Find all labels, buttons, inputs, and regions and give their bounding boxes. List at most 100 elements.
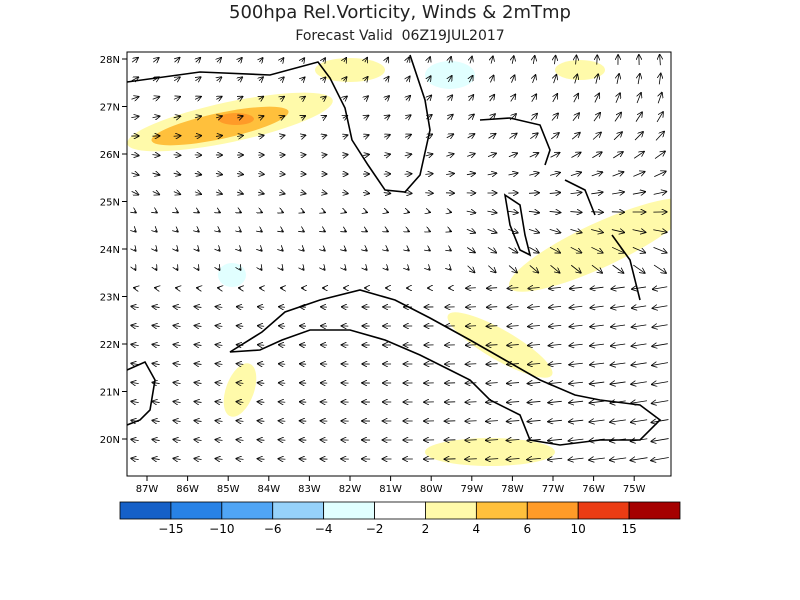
wind-arrow [610,382,626,384]
wind-arrow [259,58,262,62]
wind-arrow [131,344,139,345]
wind-arrow [508,247,518,252]
wind-arrow [575,75,578,84]
wind-arrow [507,383,520,384]
wind-arrow [195,77,200,81]
wind-arrow [572,113,579,122]
wind-arrow [195,326,202,327]
wind-arrow [302,212,304,213]
wind-arrow [365,249,367,250]
wind-arrow [365,268,366,270]
wind-arrow [173,344,181,345]
wind-arrow [323,249,324,250]
wind-arrow [216,116,222,118]
wind-arrow [279,440,286,441]
wind-arrow [528,401,541,402]
wind-arrow [131,154,138,155]
wind-arrow [638,74,640,85]
positive-area [315,58,385,82]
wind-arrow [446,115,453,120]
wind-arrow [528,382,541,383]
wind-arrow [591,192,602,194]
wind-arrow [532,94,537,102]
wind-arrow [613,152,623,159]
wind-arrow [216,402,223,403]
wind-arrow [194,421,202,422]
lat-label: 22N [100,340,120,351]
wind-arrow [591,287,604,289]
wind-arrow [548,382,562,383]
wind-arrow [617,74,619,84]
wind-arrow [465,421,477,422]
wind-arrow [173,420,181,421]
wind-arrow [152,344,160,345]
wind-arrow [634,132,643,141]
wind-arrow [548,458,563,459]
wind-arrow [155,230,156,231]
wind-arrow [197,268,198,270]
lat-label: 28N [100,55,120,66]
wind-arrow [176,211,178,212]
wind-arrow [651,439,669,442]
wind-arrow [134,211,136,212]
wind-arrow [279,192,284,193]
wind-arrow [529,173,538,175]
wind-arrow [576,56,577,65]
wind-arrow [549,173,560,176]
wind-arrow [323,230,325,231]
wind-arrow [259,97,263,100]
wind-arrow [633,264,644,273]
wind-arrow [488,265,495,273]
wind-arrow [508,211,518,213]
wind-arrow [195,307,202,308]
wind-arrow [404,193,411,194]
wind-arrow [194,136,201,137]
wind-arrow [385,115,390,118]
positive-area [218,113,254,125]
wind-arrow [507,402,520,403]
wind-arrow [529,247,538,252]
wind-arrow [487,288,498,289]
wind-arrow [344,58,346,62]
wind-arrow [363,135,368,137]
wind-arrow [590,401,605,403]
wind-arrow [486,364,498,365]
wind-arrow [343,77,346,81]
wind-arrow [239,212,241,213]
wind-arrow [449,268,450,269]
wind-arrow [654,151,665,159]
wind-arrow [632,230,646,233]
wind-arrow [131,306,139,307]
wind-arrow [611,287,625,289]
axis-labels: 28N 27N 26N 25N 24N 23N 22N 21N 20N 87W 86W 85W 84W 8… [100,55,646,495]
wind-arrow [632,192,645,194]
wind-arrow [260,249,261,250]
wind-arrow [529,153,539,157]
wind-arrow [491,56,493,64]
wind-arrow [570,172,581,175]
wind-arrow [469,95,474,102]
wind-arrow [152,439,160,440]
wind-arrow [194,192,201,194]
wind-arrow [131,97,139,99]
wind-arrow [653,306,668,309]
wind-arrow [237,402,244,403]
wind-arrow [281,249,282,250]
wind-arrow [554,75,557,84]
lon-label: 76W [582,484,605,495]
wind-arrow [487,153,496,156]
wind-arrow [570,246,582,252]
wind-arrow [386,231,388,232]
wind-arrow [363,154,369,155]
wind-arrow [364,116,369,119]
bahamas-coast [479,117,551,166]
wind-arrow [301,77,304,80]
positive-area [555,60,605,80]
wind-arrow [301,135,306,136]
wind-arrow [511,95,516,102]
wind-arrow [386,58,388,63]
wind-arrow [632,287,647,289]
wind-arrow [131,191,139,194]
wind-arrow [469,76,472,83]
colorbar-label: −15 [158,522,183,536]
